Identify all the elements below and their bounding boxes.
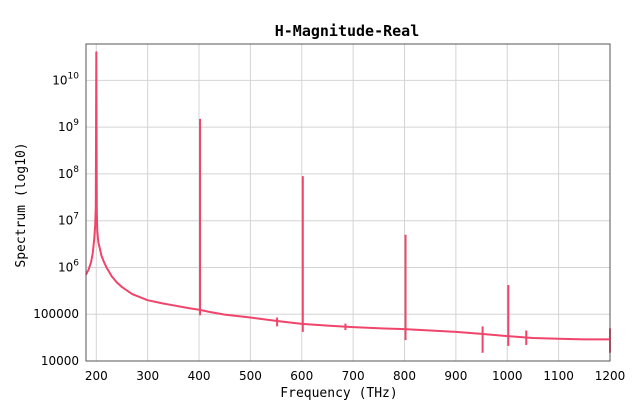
y-tick-label: 106 bbox=[58, 258, 79, 274]
x-tick-label: 1000 bbox=[492, 369, 523, 383]
y-axis-ticks: 10000 100000 106 107 108 109 1010 bbox=[33, 71, 79, 368]
x-axis-label: Frequency (THz) bbox=[280, 386, 397, 401]
x-tick-label: 200 bbox=[85, 369, 108, 383]
y-tick-label: 1010 bbox=[52, 71, 79, 87]
x-tick-label: 700 bbox=[342, 369, 365, 383]
x-tick-label: 1200 bbox=[595, 369, 626, 383]
y-tick-label: 109 bbox=[58, 118, 79, 134]
plot-area bbox=[85, 51, 611, 353]
x-tick-label: 300 bbox=[136, 369, 159, 383]
chart-title: H-Magnitude-Real bbox=[275, 22, 420, 40]
y-tick-label: 108 bbox=[58, 165, 79, 181]
plot-frame bbox=[85, 43, 611, 362]
x-tick-label: 1100 bbox=[543, 369, 574, 383]
grid bbox=[86, 44, 611, 362]
x-tick-label: 800 bbox=[393, 369, 416, 383]
x-axis-ticks: 200 300 400 500 600 700 800 900 1000 1100 1200 bbox=[85, 369, 625, 383]
x-tick-label: 900 bbox=[444, 369, 467, 383]
y-tick-label: 100000 bbox=[33, 307, 79, 321]
x-tick-label: 400 bbox=[188, 369, 211, 383]
y-tick-label: 10000 bbox=[41, 354, 79, 368]
y-axis-label: Spectrum (log10) bbox=[14, 142, 29, 267]
y-tick-label: 107 bbox=[58, 212, 79, 228]
spectrum-line bbox=[85, 51, 610, 341]
x-tick-label: 600 bbox=[290, 369, 313, 383]
x-tick-label: 500 bbox=[239, 369, 262, 383]
